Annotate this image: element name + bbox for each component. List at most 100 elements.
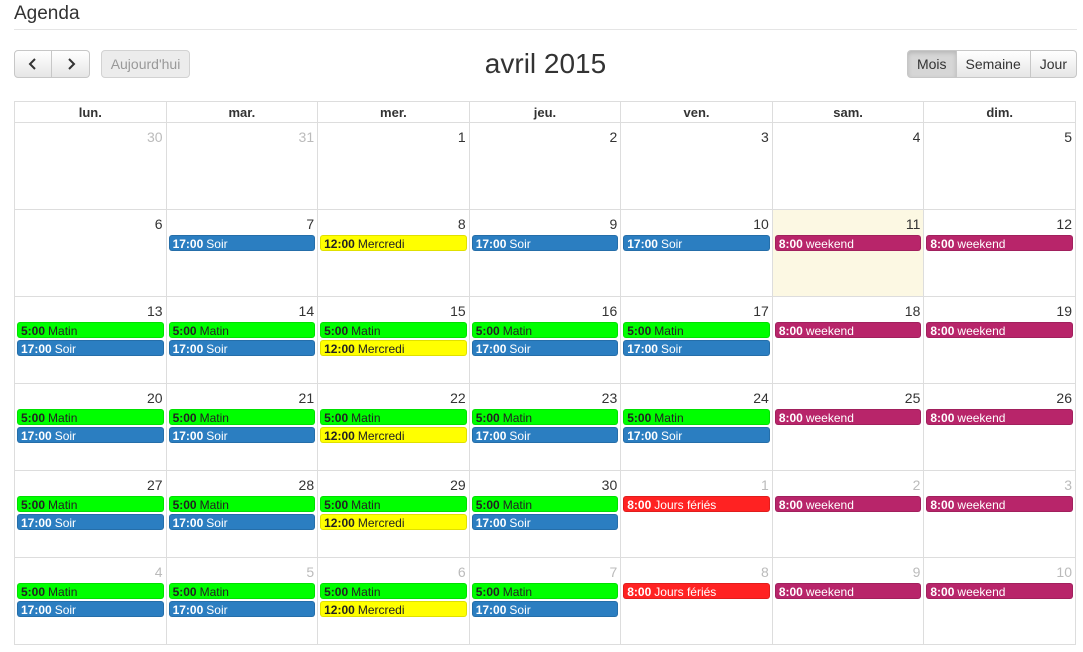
day-cell[interactable]: 8 8:00 Jours fériés [620,557,773,645]
day-number[interactable]: 8 [761,564,769,580]
view-button-mois[interactable]: Mois [906,50,957,78]
event-matin[interactable]: 5:00 Matin [320,322,467,338]
day-cell[interactable]: 30 [14,122,167,210]
day-number[interactable]: 2 [609,129,618,145]
day-number[interactable]: 10 [1056,564,1072,580]
day-cell[interactable]: 19 8:00 weekend [923,296,1076,384]
event-matin[interactable]: 5:00 Matin [471,409,619,425]
day-cell[interactable]: 24 5:00 Matin 17:00 Soir [620,383,773,471]
day-number[interactable]: 31 [298,129,315,145]
day-number[interactable]: 26 [1056,390,1072,406]
event-weekend[interactable]: 8:00 weekend [926,409,1073,425]
day-cell[interactable]: 13 5:00 Matin 17:00 Soir [14,296,167,384]
day-cell[interactable]: 7 17:00 Soir [165,209,319,297]
day-number[interactable]: 18 [904,303,921,319]
event-matin[interactable]: 5:00 Matin [17,496,164,512]
day-number[interactable]: 17 [753,303,769,319]
day-cell[interactable]: 15 5:00 Matin 12:00 Mercredi [317,296,470,384]
day-number[interactable]: 7 [609,564,618,580]
day-number[interactable]: 23 [601,390,618,406]
day-number[interactable]: 30 [146,129,163,145]
event-matin[interactable]: 5:00 Matin [168,322,316,338]
event-weekend[interactable]: 8:00 weekend [926,583,1073,599]
event-soir[interactable]: 17:00 Soir [17,427,164,443]
event-matin[interactable]: 5:00 Matin [168,583,316,599]
day-number[interactable]: 4 [912,129,921,145]
day-number[interactable]: 1 [761,477,769,493]
event-matin[interactable]: 5:00 Matin [168,409,316,425]
event-soir[interactable]: 17:00 Soir [471,514,619,530]
event-matin[interactable]: 5:00 Matin [17,409,164,425]
event-soir[interactable]: 17:00 Soir [471,235,619,251]
day-cell[interactable]: 5 5:00 Matin 17:00 Soir [165,557,319,645]
day-number[interactable]: 19 [1056,303,1072,319]
day-number[interactable]: 9 [912,564,921,580]
day-number[interactable]: 13 [146,303,163,319]
day-cell[interactable]: 29 5:00 Matin 12:00 Mercredi [317,470,470,558]
day-number[interactable]: 9 [609,216,618,232]
event-mercredi[interactable]: 12:00 Mercredi [320,514,467,530]
event-weekend[interactable]: 8:00 weekend [774,235,922,251]
event-soir[interactable]: 17:00 Soir [168,235,316,251]
day-number[interactable]: 15 [450,303,466,319]
event-matin[interactable]: 5:00 Matin [320,409,467,425]
event-soir[interactable]: 17:00 Soir [471,601,619,617]
event-matin[interactable]: 5:00 Matin [320,583,467,599]
day-number[interactable]: 5 [306,564,315,580]
event-matin[interactable]: 5:00 Matin [623,322,770,338]
event-soir[interactable]: 17:00 Soir [168,340,316,356]
day-number[interactable]: 6 [154,216,163,232]
day-number[interactable]: 29 [450,477,466,493]
day-cell[interactable]: 18 8:00 weekend [771,296,925,384]
event-feries[interactable]: 8:00 Jours fériés [623,583,770,599]
event-mercredi[interactable]: 12:00 Mercredi [320,235,467,251]
day-number[interactable]: 21 [298,390,315,406]
event-soir[interactable]: 17:00 Soir [623,235,770,251]
event-weekend[interactable]: 8:00 weekend [926,235,1073,251]
day-cell[interactable]: 5 [923,122,1076,210]
event-soir[interactable]: 17:00 Soir [17,340,164,356]
day-cell[interactable]: 26 8:00 weekend [923,383,1076,471]
day-number[interactable]: 4 [154,564,163,580]
event-soir[interactable]: 17:00 Soir [471,340,619,356]
day-number[interactable]: 28 [298,477,315,493]
day-cell[interactable]: 10 8:00 weekend [923,557,1076,645]
event-soir[interactable]: 17:00 Soir [168,514,316,530]
day-number[interactable]: 14 [298,303,315,319]
day-number[interactable]: 24 [753,390,769,406]
day-number[interactable]: 16 [601,303,618,319]
day-cell[interactable]: 23 5:00 Matin 17:00 Soir [468,383,622,471]
event-matin[interactable]: 5:00 Matin [471,583,619,599]
day-number[interactable]: 12 [1056,216,1072,232]
event-soir[interactable]: 17:00 Soir [623,340,770,356]
day-number[interactable]: 11 [905,216,921,232]
event-soir[interactable]: 17:00 Soir [168,427,316,443]
day-cell[interactable]: 11 8:00 weekend [771,209,925,297]
day-cell[interactable]: 2 [468,122,622,210]
day-number[interactable]: 6 [457,564,466,580]
event-mercredi[interactable]: 12:00 Mercredi [320,427,467,443]
day-cell[interactable]: 8 12:00 Mercredi [317,209,470,297]
day-number[interactable]: 30 [601,477,618,493]
day-cell[interactable]: 30 5:00 Matin 17:00 Soir [468,470,622,558]
event-soir[interactable]: 17:00 Soir [168,601,316,617]
day-cell[interactable]: 16 5:00 Matin 17:00 Soir [468,296,622,384]
event-weekend[interactable]: 8:00 weekend [774,496,922,512]
day-cell[interactable]: 22 5:00 Matin 12:00 Mercredi [317,383,470,471]
event-weekend[interactable]: 8:00 weekend [774,409,922,425]
day-cell[interactable]: 9 8:00 weekend [771,557,925,645]
day-number[interactable]: 2 [912,477,921,493]
event-feries[interactable]: 8:00 Jours fériés [623,496,770,512]
day-cell[interactable]: 28 5:00 Matin 17:00 Soir [165,470,319,558]
day-number[interactable]: 8 [457,216,466,232]
event-soir[interactable]: 17:00 Soir [471,427,619,443]
day-cell[interactable]: 12 8:00 weekend [923,209,1076,297]
day-cell[interactable]: 4 5:00 Matin 17:00 Soir [14,557,167,645]
view-button-jour[interactable]: Jour [1030,50,1077,78]
day-cell[interactable]: 3 [620,122,773,210]
event-matin[interactable]: 5:00 Matin [17,583,164,599]
event-soir[interactable]: 17:00 Soir [623,427,770,443]
day-cell[interactable]: 1 8:00 Jours fériés [620,470,773,558]
day-cell[interactable]: 25 8:00 weekend [771,383,925,471]
day-cell[interactable]: 27 5:00 Matin 17:00 Soir [14,470,167,558]
